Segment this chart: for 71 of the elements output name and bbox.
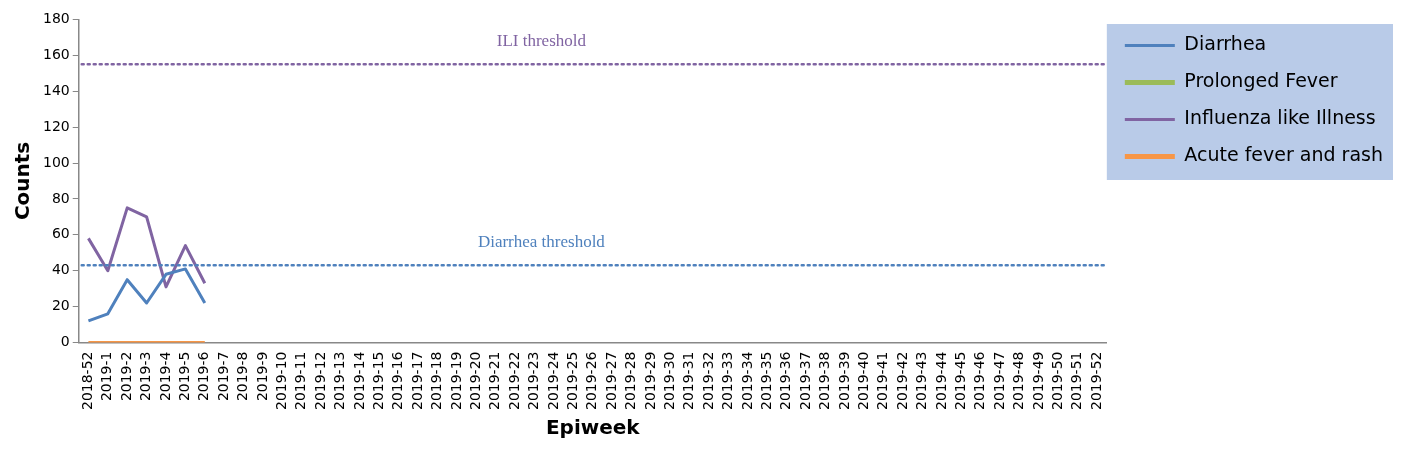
x-tick-label: 2019-50	[1048, 351, 1065, 410]
x-tick-label: 2019-15	[370, 351, 387, 410]
ref-line-label: ILI threshold	[496, 31, 587, 51]
x-tick-label: 2019-4	[156, 351, 173, 402]
x-tick-label: 2019-3	[137, 351, 154, 402]
x-tick-label: 2019-16	[389, 351, 406, 410]
x-tick-label: 2019-18	[428, 351, 445, 410]
x-tick-label: 2019-34	[738, 351, 755, 410]
x-tick-label: 2019-31	[680, 351, 697, 410]
x-tick-label: 2019-33	[719, 351, 736, 410]
x-tick-label: 2019-14	[350, 351, 367, 410]
x-tick-label: 2019-40	[854, 351, 871, 410]
legend-label: Influenza like Illness	[1184, 106, 1376, 129]
y-tick-label: 40	[51, 261, 70, 278]
x-tick-label: 2019-43	[913, 351, 930, 410]
x-tick-label: 2019-1	[98, 351, 115, 402]
x-tick-label: 2019-6	[195, 351, 212, 402]
x-tick-label: 2019-36	[777, 351, 794, 410]
x-tick-label: 2019-28	[622, 351, 639, 410]
y-tick-label: 20	[51, 297, 70, 314]
x-tick-label: 2019-48	[1010, 351, 1027, 410]
y-tick-label: 180	[42, 10, 70, 27]
y-tick-label: 120	[42, 117, 70, 134]
x-tick-label: 2019-11	[292, 351, 309, 410]
x-tick-label: 2019-24	[544, 351, 561, 410]
ref-line-label: Diarrhea threshold	[477, 232, 606, 252]
y-tick-label: 80	[51, 189, 70, 206]
x-tick-label: 2019-46	[971, 351, 988, 410]
x-tick-label: 2019-49	[1029, 351, 1046, 410]
x-tick-label: 2019-38	[816, 351, 833, 410]
x-tick-label: 2019-44	[932, 351, 949, 410]
x-tick-label: 2019-42	[893, 351, 910, 410]
x-tick-label: 2019-51	[1068, 351, 1085, 410]
x-tick-label: 2019-26	[583, 351, 600, 410]
x-tick-label: 2019-2	[117, 351, 134, 402]
x-tick-label: 2019-12	[311, 351, 328, 410]
y-tick-label: 140	[42, 81, 70, 98]
x-tick-label: 2019-39	[835, 351, 852, 410]
x-tick-label: 2019-17	[408, 351, 425, 410]
x-tick-label: 2019-7	[214, 351, 231, 402]
y-tick-label: 0	[60, 333, 70, 350]
x-tick-label: 2019-8	[234, 351, 251, 402]
x-tick-label: 2019-21	[486, 351, 503, 410]
x-tick-label: 2018-52	[79, 351, 96, 410]
x-tick-label: 2019-5	[176, 351, 193, 402]
x-tick-label: 2019-27	[602, 351, 619, 410]
x-tick-label: 2019-45	[951, 351, 968, 410]
x-tick-label: 2019-23	[525, 351, 542, 410]
x-tick-label: 2019-20	[467, 351, 484, 410]
x-axis-title: Epiweek	[545, 415, 641, 440]
x-tick-label: 2019-52	[1087, 351, 1104, 410]
legend-label: Diarrhea	[1184, 32, 1267, 55]
x-tick-label: 2019-30	[661, 351, 678, 410]
x-tick-label: 2019-25	[564, 351, 581, 410]
x-tick-label: 2019-37	[796, 351, 813, 410]
x-tick-label: 2019-19	[447, 351, 464, 410]
x-tick-label: 2019-13	[331, 351, 348, 410]
y-tick-label: 100	[42, 153, 70, 170]
legend-label: Acute fever and rash	[1184, 143, 1384, 166]
x-tick-label: 2019-29	[641, 351, 658, 410]
x-tick-label: 2019-35	[758, 351, 774, 410]
x-tick-label: 2019-9	[253, 351, 270, 402]
x-tick-label: 2019-32	[699, 351, 716, 410]
x-tick-label: 2019-41	[874, 351, 891, 410]
x-tick-label: 2019-10	[273, 351, 290, 410]
y-axis-title: Counts	[10, 141, 35, 221]
x-tick-label: 2019-47	[990, 351, 1007, 410]
x-tick-label: 2019-22	[505, 351, 522, 410]
y-tick-label: 160	[42, 45, 70, 62]
legend-label: Prolonged Fever	[1184, 69, 1338, 92]
y-tick-label: 60	[51, 225, 70, 242]
